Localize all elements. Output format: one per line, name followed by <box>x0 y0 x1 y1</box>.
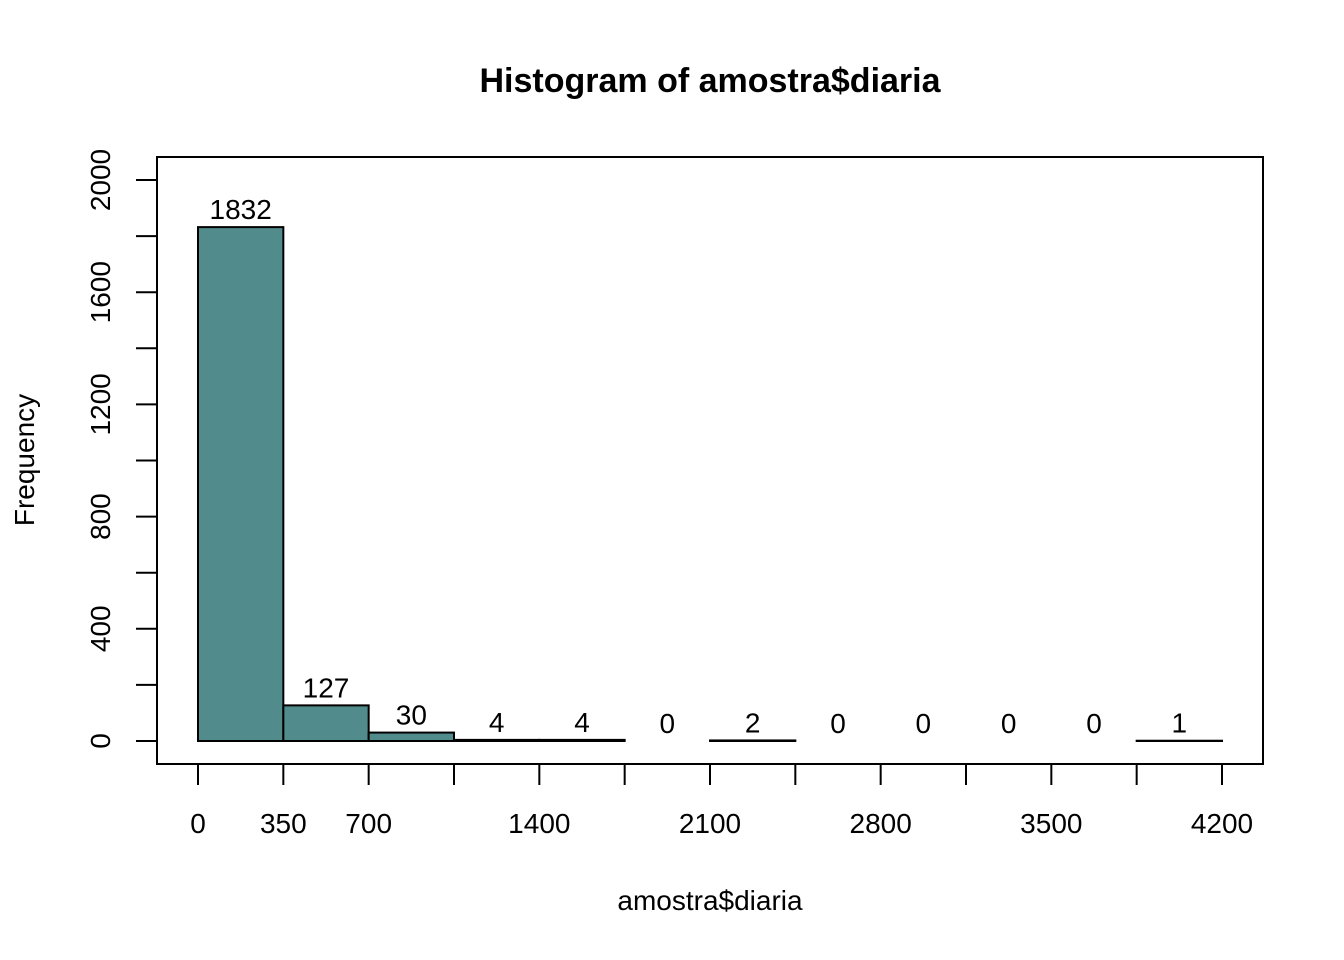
histogram-bar <box>282 704 370 743</box>
data-labels-group: 1832 127 30 4 4 0 2 0 0 0 0 1 <box>210 194 1188 739</box>
y-tick-label: 800 <box>85 493 116 540</box>
histogram-bar <box>709 739 797 743</box>
bar-count-label: 127 <box>303 672 350 703</box>
bar-count-label: 0 <box>1086 708 1102 739</box>
histogram-bar <box>453 738 541 742</box>
x-tick-label: 4200 <box>1191 808 1253 839</box>
y-axis-label: Frequency <box>9 394 40 526</box>
bar-count-label: 0 <box>660 708 676 739</box>
bar-count-label: 30 <box>396 700 427 731</box>
x-axis-label: amostra$diaria <box>617 885 803 916</box>
chart-title: Histogram of amostra$diaria <box>479 62 941 100</box>
x-tick-label: 700 <box>345 808 392 839</box>
y-tick-label: 2000 <box>85 149 116 211</box>
x-tick-label: 2800 <box>850 808 912 839</box>
bars-group <box>197 226 1223 743</box>
histogram-bar <box>367 731 455 743</box>
x-tick-label: 0 <box>190 808 206 839</box>
bar-count-label: 0 <box>916 708 932 739</box>
bar-count-label: 0 <box>1001 708 1017 739</box>
histogram-bar <box>538 738 626 742</box>
x-axis: 0 350 700 1400 2100 2800 3500 4200 <box>190 763 1253 839</box>
x-tick-label: 1400 <box>508 808 570 839</box>
bar-count-label: 4 <box>574 707 590 738</box>
x-tick-label: 350 <box>260 808 307 839</box>
histogram-bar <box>197 226 285 742</box>
x-tick-label: 2100 <box>679 808 741 839</box>
y-axis: 0 400 800 1200 1600 2000 <box>85 149 158 749</box>
y-tick-label: 1200 <box>85 373 116 435</box>
y-tick-label: 400 <box>85 605 116 652</box>
bar-count-label: 2 <box>745 707 761 738</box>
y-tick-label: 1600 <box>85 261 116 323</box>
bar-count-label: 0 <box>830 708 846 739</box>
bar-count-label: 1 <box>1172 708 1188 739</box>
bar-count-label: 1832 <box>210 194 272 225</box>
y-tick-label: 0 <box>85 733 116 749</box>
x-tick-label: 3500 <box>1020 808 1082 839</box>
bar-count-label: 4 <box>489 707 505 738</box>
